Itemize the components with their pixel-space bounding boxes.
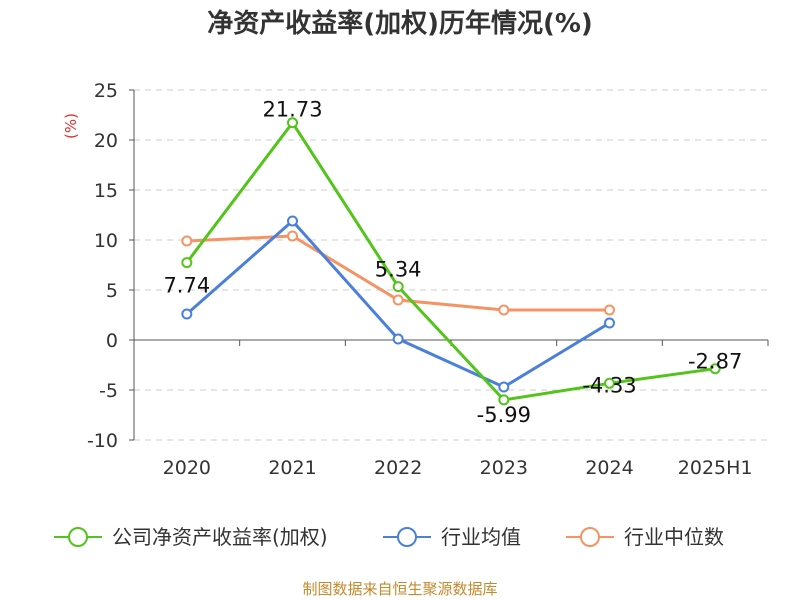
data-label: 7.74: [163, 274, 210, 298]
legend-swatch-marker: [68, 527, 88, 547]
legend-label: 行业均值: [441, 525, 521, 549]
x-tick-label: 2021: [268, 457, 316, 479]
y-tick-label: 0: [106, 330, 118, 352]
data-point: [392, 281, 404, 293]
grid: [134, 89, 768, 441]
data-point: [392, 294, 404, 306]
data-point: [709, 363, 721, 375]
data-point: [498, 381, 510, 393]
legend-label: 行业中位数: [624, 525, 724, 549]
data-point: [604, 304, 615, 316]
x-tick-label: 2023: [480, 457, 528, 479]
y-tick-label: -5: [99, 380, 118, 402]
series-layer: 7.74 21.73 5.34 -5.99 -4.33 -2.87: [163, 98, 742, 427]
y-axis: 25 20 15 10 5 0 -5 -10: [87, 80, 135, 452]
y-axis-unit: (%): [62, 113, 80, 139]
legend-item[interactable]: 行业均值: [383, 525, 521, 549]
x-axis: 2020 2021 2022 2023 2024 2025H1: [133, 339, 769, 479]
data-point: [392, 333, 404, 345]
data-label: -5.99: [477, 403, 531, 427]
data-point: [181, 257, 193, 269]
data-label: 5.34: [375, 258, 422, 282]
data-point: [287, 215, 298, 227]
data-point: [181, 235, 193, 247]
x-tick-label: 2022: [374, 457, 422, 479]
data-label: 21.73: [262, 98, 322, 122]
legend[interactable]: 公司净资产收益率(加权) 行业均值 行业中位数: [54, 525, 724, 549]
data-label: -4.33: [582, 373, 636, 397]
x-tick-label: 2024: [585, 457, 633, 479]
y-tick-label: -10: [87, 430, 118, 452]
legend-swatch-marker: [397, 527, 417, 547]
y-tick-label: 10: [94, 230, 118, 252]
x-tick-label: 2020: [163, 457, 211, 479]
legend-swatch-marker: [580, 527, 600, 547]
data-point: [287, 230, 298, 242]
data-point: [287, 117, 298, 129]
y-tick-label: 20: [94, 130, 118, 152]
legend-label: 公司净资产收益率(加权): [112, 525, 328, 549]
chart-title: 净资产收益率(加权)历年情况(%): [207, 8, 593, 39]
y-tick-label: 25: [94, 80, 118, 102]
data-point: [604, 377, 615, 389]
data-label: -2.87: [688, 350, 742, 374]
data-point: [604, 317, 615, 329]
legend-item[interactable]: 行业中位数: [566, 525, 724, 549]
y-tick-label: 5: [106, 280, 118, 302]
y-tick-label: 15: [94, 180, 118, 202]
source-note: 制图数据来自恒生聚源数据库: [302, 580, 497, 598]
x-tick-label: 2025H1: [678, 457, 753, 479]
data-point: [181, 308, 193, 320]
data-point: [498, 394, 510, 406]
legend-item[interactable]: 公司净资产收益率(加权): [54, 525, 328, 549]
data-point: [498, 304, 510, 316]
series-line: [185, 120, 716, 402]
